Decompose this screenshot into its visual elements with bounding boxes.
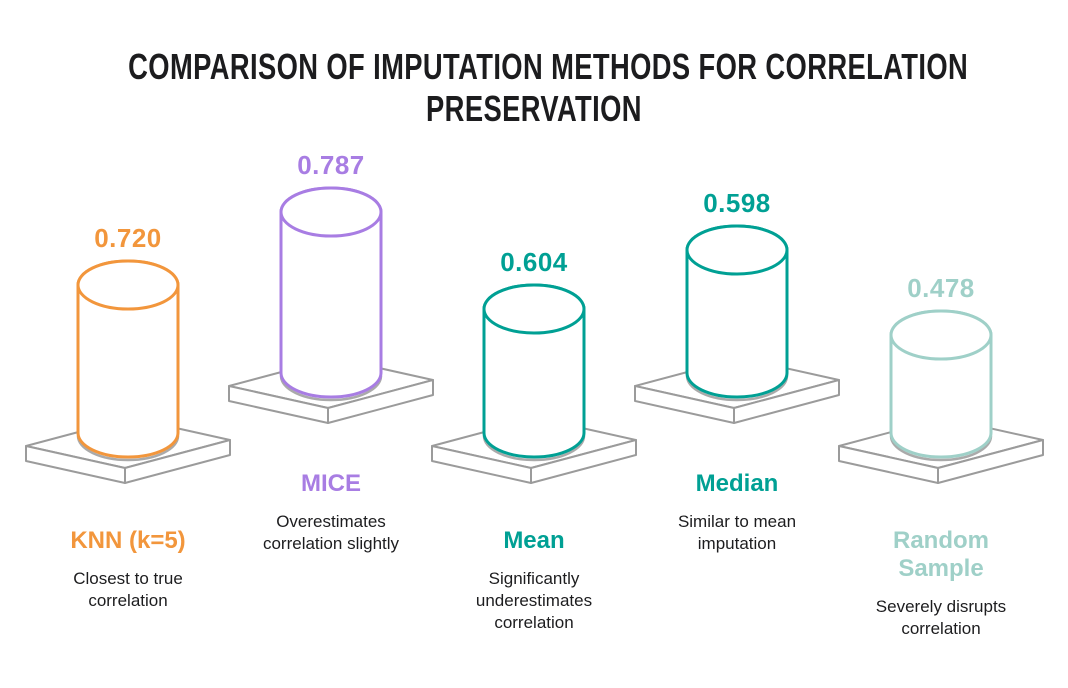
platform-right-face [124, 439, 231, 484]
value-label-mean: 0.604 [500, 247, 568, 277]
cylinder-3d-icon [838, 309, 1044, 484]
cylinder-3d-icon [228, 186, 434, 424]
column-knn-k-5: 0.720 KNN (k=5) Closest to true correlatio… [18, 0, 238, 688]
label-block-mean: Mean Significantly underestimates correla… [424, 527, 644, 633]
label-block-median: Median Similar to mean imputation [627, 470, 847, 555]
cylinder-top-face [889, 309, 993, 361]
label-block-mice: MICE Overestimates correlation slightly [221, 470, 441, 555]
label-block-random-sample: Random Sample Severely disrupts correlati… [831, 527, 1051, 640]
platform-right-face [327, 379, 434, 424]
chart-title: COMPARISON OF IMPUTATION METHODS FOR COR… [128, 46, 969, 130]
platform-right-face [937, 439, 1044, 484]
cylinder-top-face [76, 259, 180, 311]
method-name-knn-k-5: KNN (k=5) [70, 527, 186, 554]
cylinder-shadow [889, 435, 993, 462]
value-label-knn-k-5: 0.720 [94, 223, 162, 253]
cylinder-shadow [685, 375, 789, 402]
cylinder-top-face [685, 224, 789, 276]
method-description-mice: Overestimates correlation slightly [262, 512, 400, 553]
method-name-median: Median [695, 470, 779, 497]
cylinder-shadow [279, 375, 383, 402]
method-name-mice: MICE [301, 470, 361, 497]
column-median: 0.598 Median Similar to mean imputation [627, 0, 847, 688]
cylinder-top-face [482, 283, 586, 335]
value-label-mice: 0.787 [297, 150, 365, 180]
value-label-median: 0.598 [703, 188, 771, 218]
method-name-mean: Mean [503, 527, 565, 554]
cylinder-3d-icon [25, 259, 231, 484]
platform-right-face [733, 379, 840, 424]
chart-title-line-1: COMPARISON OF IMPUTATION METHODS FOR COR… [128, 46, 969, 87]
value-label-random-sample: 0.478 [907, 273, 975, 303]
cylinder-shadow [76, 435, 180, 462]
cylinder-3d-icon [431, 283, 637, 484]
method-description-knn-k-5: Closest to true correlation [73, 569, 183, 610]
method-description-random-sample: Severely disrupts correlation [875, 597, 1007, 638]
method-name-random-sample: Random Sample [893, 527, 989, 583]
cylinder-top-face [279, 186, 383, 238]
chart-title-line-2: PRESERVATION [426, 87, 642, 129]
column-mice: 0.787 MICE Overestimates correlation sligh… [221, 0, 441, 688]
column-random-sample: 0.478 Random Sample Severely disrupts corr… [831, 0, 1051, 688]
method-description-median: Similar to mean imputation [677, 512, 797, 553]
cylinder-3d-icon [634, 224, 840, 424]
platform-right-face [530, 439, 637, 484]
method-description-mean: Significantly underestimates correlation [475, 569, 593, 632]
column-mean: 0.604 Mean Significantly underestimates co… [424, 0, 644, 688]
cylinder-shadow [482, 435, 586, 462]
label-block-knn-k-5: KNN (k=5) Closest to true correlation [18, 527, 238, 612]
